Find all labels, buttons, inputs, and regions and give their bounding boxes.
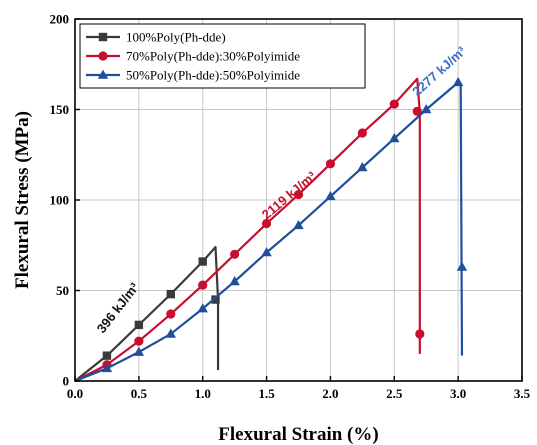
series-3-point [261, 247, 272, 257]
legend-label: 100%Poly(Ph-dde) [126, 30, 226, 45]
series-3-point [452, 76, 464, 87]
series-2-point [412, 106, 422, 116]
series-3-point [101, 362, 113, 373]
y-tick-label: 200 [50, 12, 70, 27]
series-2-point [198, 280, 208, 290]
y-tick-label: 50 [56, 283, 69, 298]
series-3-point [133, 346, 145, 356]
legend-label: 50%Poly(Ph-dde):50%Polyimide [126, 68, 300, 83]
series-3-point [421, 104, 432, 114]
legend-marker [98, 32, 108, 42]
legend-label: 70%Poly(Ph-dde):30%Polyimide [126, 49, 300, 64]
axis-ticks: 0.0 0.5 1.0 1.5 2.0 2.5 3.0 3.5 0 50 100 150 200 [50, 12, 531, 402]
x-tick-label: 1.5 [258, 386, 275, 401]
legend-marker [98, 51, 108, 61]
series-3-point [229, 276, 240, 286]
series-2-point [415, 329, 425, 339]
x-tick-label: 3.5 [514, 386, 531, 401]
series-2-point [293, 189, 304, 200]
legend-box [79, 23, 366, 89]
y-tick-label: 150 [50, 102, 70, 117]
series-2-point [389, 99, 399, 109]
x-tick-label: 1.0 [195, 386, 211, 401]
legend-marker [97, 69, 109, 79]
series-3-point [197, 303, 208, 313]
series-1-point [198, 257, 207, 266]
series-1-point [166, 289, 175, 299]
y-tick-label: 0 [63, 374, 70, 389]
legend-item: 70%Poly(Ph-dde):30%Polyimide [86, 49, 300, 64]
legend-item: 100%Poly(Ph-dde) [86, 30, 226, 45]
legend-item: 50%Poly(Ph-dde):50%Polyimide [86, 68, 300, 83]
x-tick-label: 3.0 [450, 386, 466, 401]
series-layer [74, 76, 468, 383]
series-3-point [293, 219, 304, 230]
series-3-point [325, 190, 336, 201]
x-tick-label: 2.5 [386, 386, 403, 401]
series-3-point [389, 133, 400, 143]
series-2-point [166, 309, 176, 319]
series-3-point [165, 328, 176, 338]
series-1-point [134, 320, 144, 330]
series-1-point [102, 351, 112, 360]
series-3-point [357, 162, 368, 172]
x-tick-label: 2.0 [322, 386, 338, 401]
series-2-point [134, 336, 144, 346]
series-1-line [74, 245, 220, 382]
series-2-line [74, 77, 421, 382]
x-tick-label: 0.0 [67, 386, 83, 401]
y-axis-title: Flexural Stress (MPa) [12, 111, 33, 289]
series-2-point [261, 218, 272, 229]
x-tick-label: 0.5 [131, 386, 148, 401]
series-3 [74, 76, 468, 383]
y-tick-label: 100 [50, 193, 70, 208]
series-2-point [325, 159, 336, 169]
series-2-point [357, 128, 367, 138]
legend: 100%Poly(Ph-dde) 70%Poly(Ph-dde):30%Polyi… [79, 23, 366, 89]
series-2-point [230, 249, 240, 259]
series-3-point [456, 261, 468, 271]
series-1-point [211, 295, 220, 304]
x-axis-title: Flexural Strain (%) [218, 424, 378, 445]
series-1 [74, 245, 220, 382]
series-3-line [74, 81, 464, 383]
